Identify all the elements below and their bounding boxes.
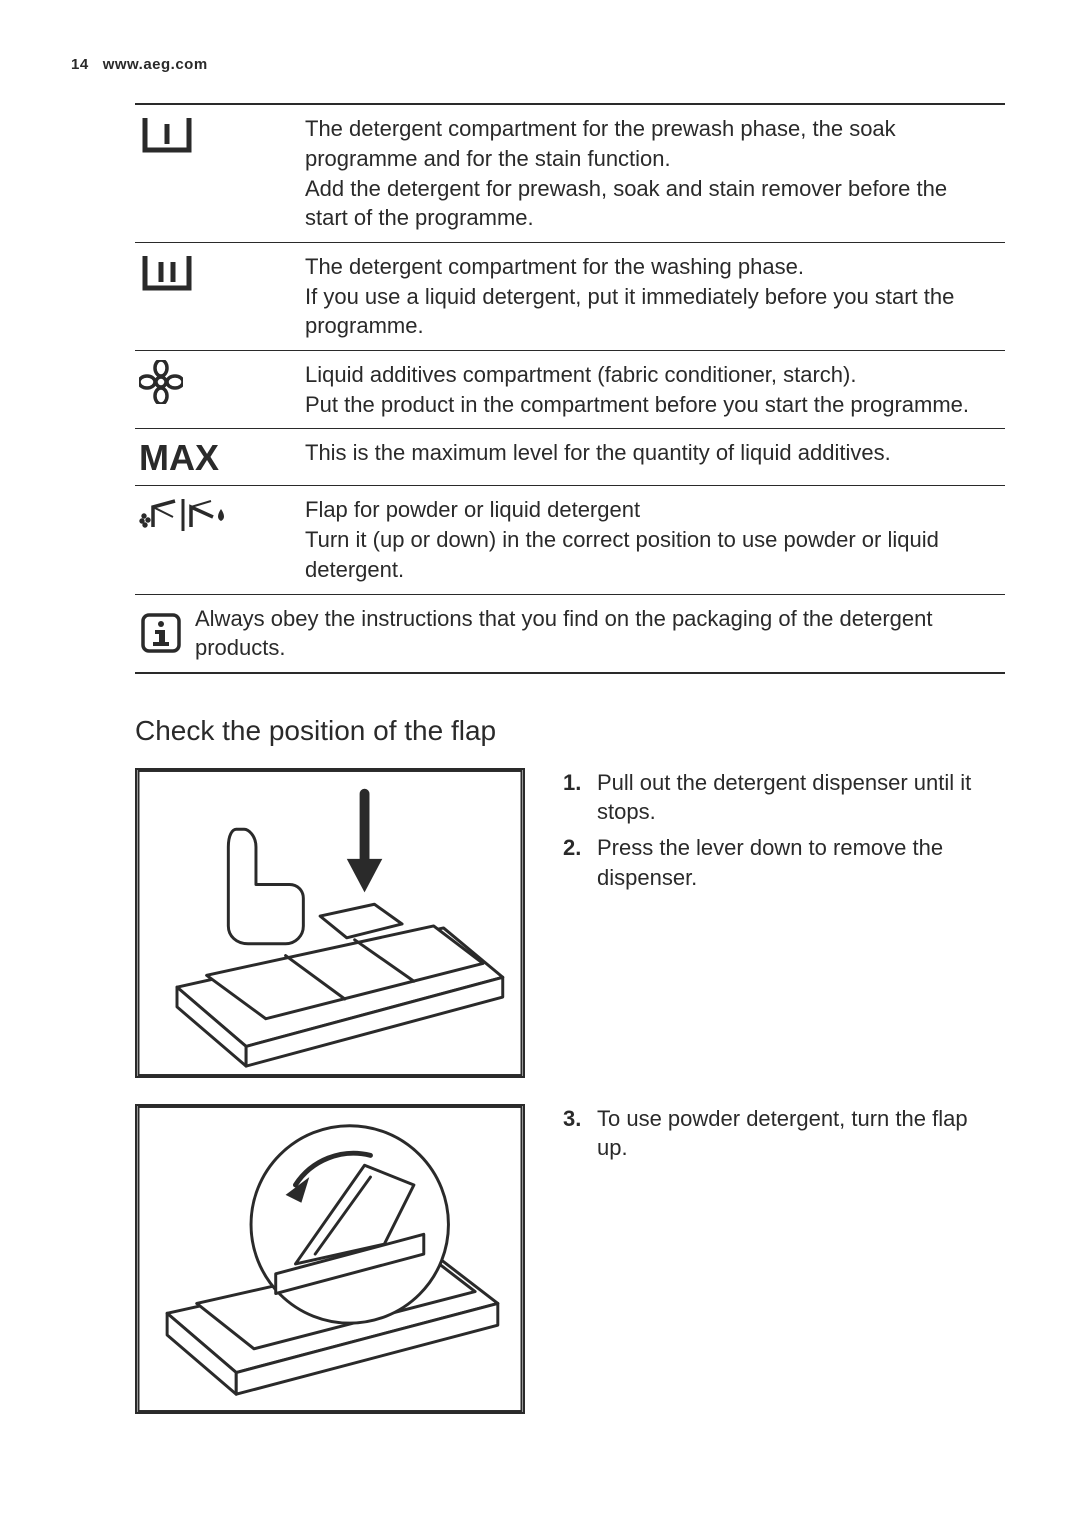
info-icon	[135, 611, 195, 655]
table-cell-text: Flap for powder or liquid detergent Turn…	[305, 495, 997, 584]
page-number: 14	[71, 56, 89, 73]
step-number: 2.	[563, 833, 597, 892]
table-row: The detergent compartment for the washin…	[135, 243, 1005, 351]
table-row-info: Always obey the instructions that you fi…	[135, 595, 1005, 674]
table-row: The detergent compartment for the prewas…	[135, 105, 1005, 243]
wash-icon	[135, 252, 305, 341]
table-cell-text: The detergent compartment for the washin…	[305, 252, 997, 341]
step-item: 2. Press the lever down to remove the di…	[563, 833, 1005, 892]
step-item: 1. Pull out the detergent dispenser unti…	[563, 768, 1005, 827]
steps-list: 3. To use powder detergent, turn the fla…	[563, 1104, 1005, 1414]
section-heading: Check the position of the flap	[135, 712, 1005, 750]
step-item: 3. To use powder detergent, turn the fla…	[563, 1104, 1005, 1163]
max-text: MAX	[139, 440, 219, 476]
steps-list: 1. Pull out the detergent dispenser unti…	[563, 768, 1005, 1078]
table-row: MAX This is the maximum level for the qu…	[135, 429, 1005, 486]
max-label-cell: MAX	[135, 438, 305, 476]
table-cell-text: Liquid additives compartment (fabric con…	[305, 360, 997, 419]
illustration-pull-dispenser	[135, 768, 525, 1078]
table-row: Liquid additives compartment (fabric con…	[135, 351, 1005, 429]
site-url: www.aeg.com	[103, 56, 208, 73]
table-row: Flap for powder or liquid detergent Turn…	[135, 486, 1005, 594]
compartments-table: The detergent compartment for the prewas…	[135, 103, 1005, 674]
step-block: 3. To use powder detergent, turn the fla…	[135, 1104, 1005, 1414]
flap-icon	[135, 495, 305, 584]
table-cell-text: Always obey the instructions that you fi…	[195, 604, 997, 663]
step-text: Press the lever down to remove the dispe…	[597, 833, 995, 892]
table-cell-text: This is the maximum level for the quanti…	[305, 438, 997, 476]
illustration-flap-up	[135, 1104, 525, 1414]
page-header: 14 www.aeg.com	[71, 55, 1005, 75]
step-block: 1. Pull out the detergent dispenser unti…	[135, 768, 1005, 1078]
step-number: 1.	[563, 768, 597, 827]
step-number: 3.	[563, 1104, 597, 1163]
flower-icon	[135, 360, 305, 419]
table-cell-text: The detergent compartment for the prewas…	[305, 114, 997, 233]
prewash-icon	[135, 114, 305, 233]
step-text: To use powder detergent, turn the flap u…	[597, 1104, 995, 1163]
step-text: Pull out the detergent dispenser until i…	[597, 768, 995, 827]
